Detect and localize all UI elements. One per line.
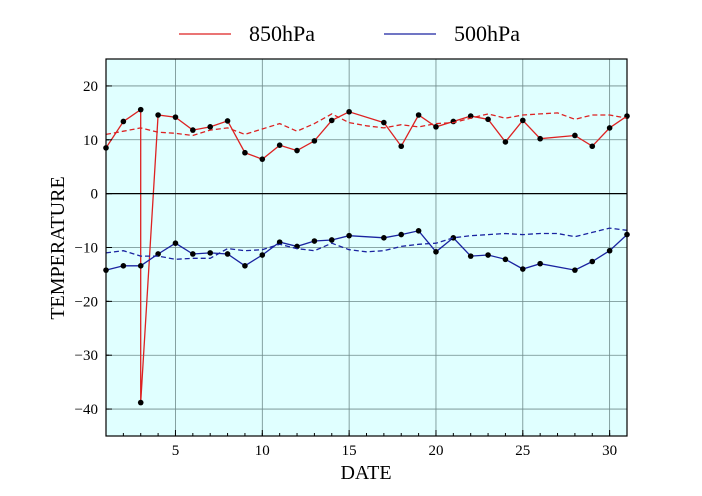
500hpa-point <box>589 258 596 265</box>
x-tick-label: 5 <box>172 443 180 459</box>
y-tick-label: 10 <box>83 133 98 149</box>
y-axis-title: TEMPERATURE <box>47 176 69 319</box>
850hpa-point <box>606 125 613 131</box>
y-tick-label: −30 <box>75 348 98 364</box>
x-tick-label: 15 <box>342 443 357 459</box>
500hpa-point <box>537 260 543 267</box>
850hpa-point <box>294 147 300 154</box>
axis-ticks: 5 10 15 20 25 30 20 10 0 −10 −20 −30 −40 <box>75 79 628 459</box>
850hpa-point <box>346 108 352 115</box>
850hpa-point <box>259 156 266 162</box>
500hpa-point <box>120 263 127 269</box>
500hpa-point <box>155 251 161 257</box>
500hpa-point <box>242 263 248 269</box>
series-layer <box>103 106 630 406</box>
series-1-dashed-line <box>105 112 628 137</box>
500hpa-point <box>207 250 213 256</box>
500hpa-point <box>433 249 439 255</box>
850hpa-point <box>589 143 596 150</box>
850hpa-point <box>155 112 161 118</box>
500hpa-point <box>381 235 387 241</box>
500hpa-point <box>224 251 231 257</box>
850hpa-point <box>137 399 144 406</box>
500hpa-point <box>190 251 196 257</box>
850hpa-point <box>172 114 179 120</box>
500hpa-point <box>572 267 578 273</box>
850hpa-point <box>311 138 318 144</box>
850hpa-point <box>328 117 335 124</box>
850hpa-point <box>224 118 231 124</box>
850hpa-point <box>276 142 283 148</box>
500hpa-point <box>346 232 352 239</box>
y-tick-label: 0 <box>91 187 99 203</box>
850hpa-point <box>242 149 248 156</box>
x-tick-label: 30 <box>602 443 617 459</box>
500hpa-point <box>502 256 509 263</box>
500hpa-point <box>467 253 474 259</box>
500hpa-point <box>137 263 144 269</box>
x-axis-title: DATE <box>340 462 391 484</box>
850hpa-point <box>520 117 526 124</box>
series-3-dashed-line <box>105 227 628 260</box>
500hpa-point <box>415 228 422 234</box>
legend-label-500hpa: 500hPa <box>454 21 520 46</box>
500hpa-point <box>328 237 335 243</box>
850hpa-point <box>190 127 196 133</box>
850hpa-point <box>415 112 422 118</box>
500hpa-point <box>450 235 457 241</box>
500hpa-point <box>311 238 318 244</box>
legend-label-850hpa: 850hPa <box>249 21 315 46</box>
850hpa-point <box>433 124 439 130</box>
x-tick-label: 25 <box>515 443 530 459</box>
850hpa-point <box>137 106 144 113</box>
850hpa-point <box>381 119 387 126</box>
y-tick-label: −40 <box>75 402 98 418</box>
500hpa-point <box>398 231 405 238</box>
850hpa-point <box>537 135 543 142</box>
500hpa-point <box>172 240 179 246</box>
y-tick-label: −20 <box>75 294 98 310</box>
500hpa-point <box>276 239 283 245</box>
850hpa-point <box>572 132 578 139</box>
y-tick-label: 20 <box>83 79 98 95</box>
y-tick-label: −10 <box>75 241 98 257</box>
850hpa-line <box>105 108 628 403</box>
850hpa-point <box>120 118 127 125</box>
850hpa-point <box>502 139 509 145</box>
850hpa-point <box>485 116 491 123</box>
500hpa-point <box>606 247 613 254</box>
500hpa-point <box>520 266 526 272</box>
x-tick-label: 10 <box>255 443 270 459</box>
500hpa-point <box>485 252 491 258</box>
legend: 850hPa 500hPa <box>179 21 520 46</box>
850hpa-point <box>207 124 213 130</box>
850hpa-point <box>398 143 405 150</box>
x-tick-label: 20 <box>428 443 443 459</box>
500hpa-point <box>259 252 266 258</box>
